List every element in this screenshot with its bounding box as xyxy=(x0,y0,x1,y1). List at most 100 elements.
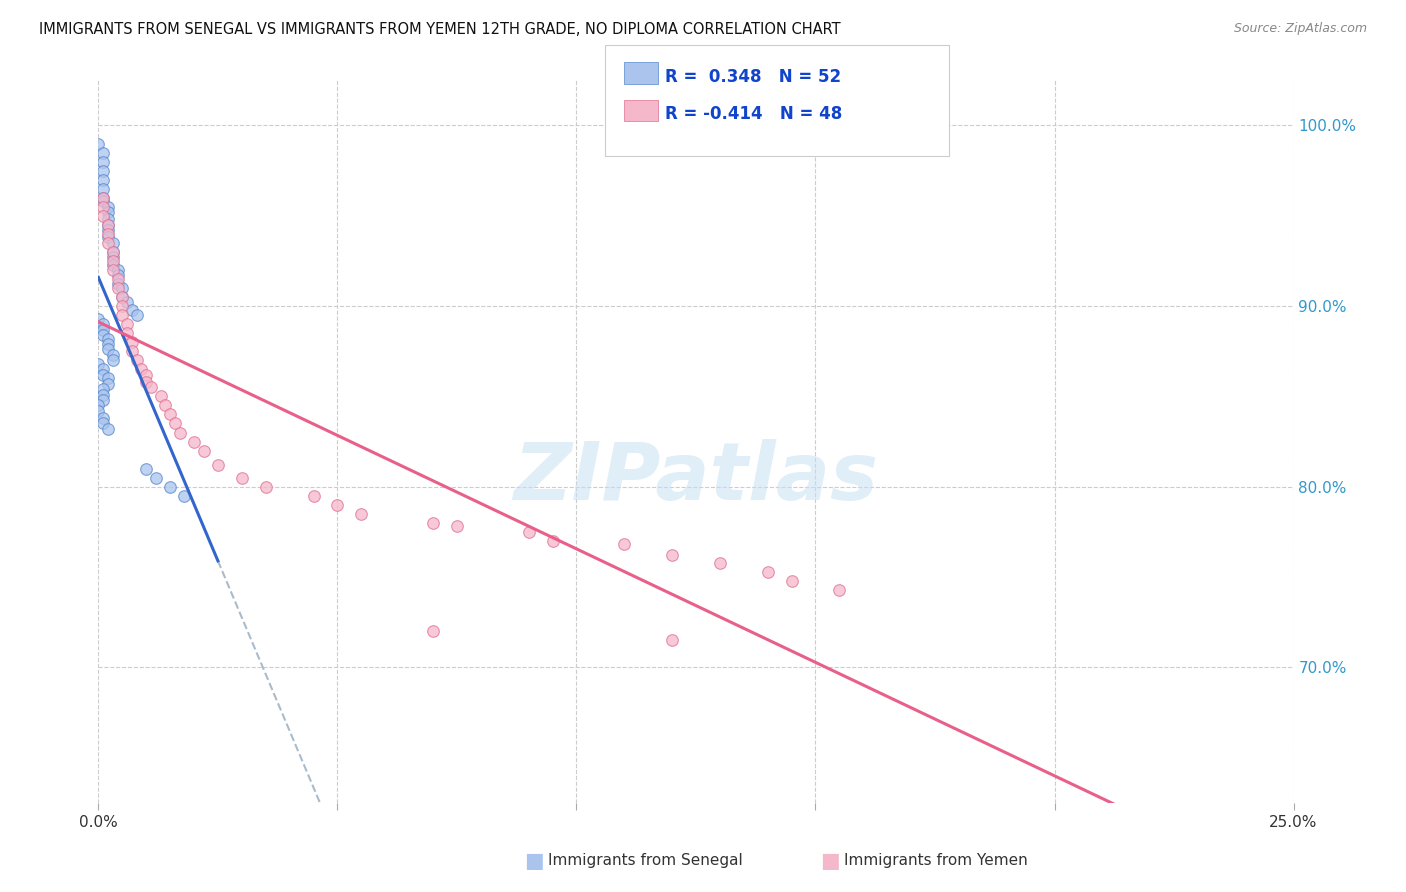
Point xyxy=(207,458,229,472)
Text: R = -0.414   N = 48: R = -0.414 N = 48 xyxy=(665,105,842,123)
Point xyxy=(145,470,167,484)
Point xyxy=(517,524,540,539)
Point xyxy=(91,194,114,209)
Point xyxy=(97,332,120,346)
Point xyxy=(121,302,143,317)
Point xyxy=(97,235,120,250)
Point xyxy=(159,408,181,422)
Point xyxy=(87,398,110,412)
Point xyxy=(107,272,129,286)
Text: ■: ■ xyxy=(820,851,839,871)
Point xyxy=(97,218,120,232)
Point xyxy=(756,565,779,579)
Point xyxy=(91,387,114,401)
Point xyxy=(231,470,253,484)
Point xyxy=(91,191,114,205)
Point xyxy=(121,335,143,350)
Point xyxy=(97,376,120,391)
Point xyxy=(661,549,683,563)
Point xyxy=(91,181,114,195)
Point xyxy=(541,533,564,548)
Point xyxy=(97,218,120,232)
Point xyxy=(780,574,803,588)
Point xyxy=(107,277,129,292)
Point xyxy=(91,154,114,169)
Point xyxy=(828,582,851,597)
Point xyxy=(613,537,636,551)
Point xyxy=(101,353,124,368)
Point xyxy=(111,281,134,295)
Point xyxy=(91,417,114,431)
Point xyxy=(87,136,110,151)
Point xyxy=(135,461,157,475)
Point xyxy=(91,317,114,331)
Point xyxy=(111,308,134,322)
Point xyxy=(302,489,325,503)
Point xyxy=(173,489,195,503)
Point xyxy=(91,163,114,178)
Point xyxy=(111,290,134,304)
Point xyxy=(131,362,153,376)
Point xyxy=(97,205,120,219)
Point xyxy=(121,344,143,359)
Point xyxy=(87,404,110,418)
Point xyxy=(97,227,120,241)
Point xyxy=(97,337,120,351)
Point xyxy=(350,507,373,521)
Point xyxy=(97,200,120,214)
Point xyxy=(163,417,186,431)
Point xyxy=(101,250,124,264)
Point xyxy=(149,389,172,403)
Point xyxy=(101,253,124,268)
Point xyxy=(91,411,114,425)
Point xyxy=(97,343,120,357)
Text: ZIPatlas: ZIPatlas xyxy=(513,439,879,516)
Point xyxy=(135,368,157,382)
Text: ■: ■ xyxy=(524,851,544,871)
Point xyxy=(115,317,138,331)
Point xyxy=(115,326,138,340)
Point xyxy=(107,281,129,295)
Point xyxy=(97,230,120,244)
Text: R =  0.348   N = 52: R = 0.348 N = 52 xyxy=(665,68,841,86)
Text: Source: ZipAtlas.com: Source: ZipAtlas.com xyxy=(1233,22,1367,36)
Point xyxy=(91,200,114,214)
Point xyxy=(91,362,114,376)
Point xyxy=(155,398,177,412)
Point xyxy=(87,311,110,326)
Point xyxy=(91,172,114,186)
Point xyxy=(91,392,114,407)
Text: IMMIGRANTS FROM SENEGAL VS IMMIGRANTS FROM YEMEN 12TH GRADE, NO DIPLOMA CORRELAT: IMMIGRANTS FROM SENEGAL VS IMMIGRANTS FR… xyxy=(39,22,841,37)
Point xyxy=(661,633,683,648)
Point xyxy=(111,299,134,313)
Point xyxy=(91,368,114,382)
Point xyxy=(101,348,124,362)
Point xyxy=(101,258,124,272)
Point xyxy=(422,516,444,530)
Point xyxy=(125,353,148,368)
Point xyxy=(107,268,129,283)
Point xyxy=(159,480,181,494)
Point xyxy=(91,382,114,396)
Point xyxy=(169,425,191,440)
Point xyxy=(91,191,114,205)
Point xyxy=(446,519,468,533)
Point xyxy=(97,212,120,227)
Point xyxy=(97,223,120,237)
Point xyxy=(709,556,731,570)
Point xyxy=(135,375,157,389)
Point xyxy=(107,263,129,277)
Point xyxy=(101,263,124,277)
Point xyxy=(91,145,114,160)
Point xyxy=(125,308,148,322)
Point xyxy=(91,322,114,336)
Point xyxy=(91,328,114,343)
Text: Immigrants from Yemen: Immigrants from Yemen xyxy=(844,854,1028,868)
Point xyxy=(422,624,444,639)
Point xyxy=(115,295,138,310)
Point xyxy=(183,434,205,449)
Point xyxy=(91,209,114,223)
Text: Immigrants from Senegal: Immigrants from Senegal xyxy=(548,854,744,868)
Point xyxy=(326,498,349,512)
Point xyxy=(97,422,120,436)
